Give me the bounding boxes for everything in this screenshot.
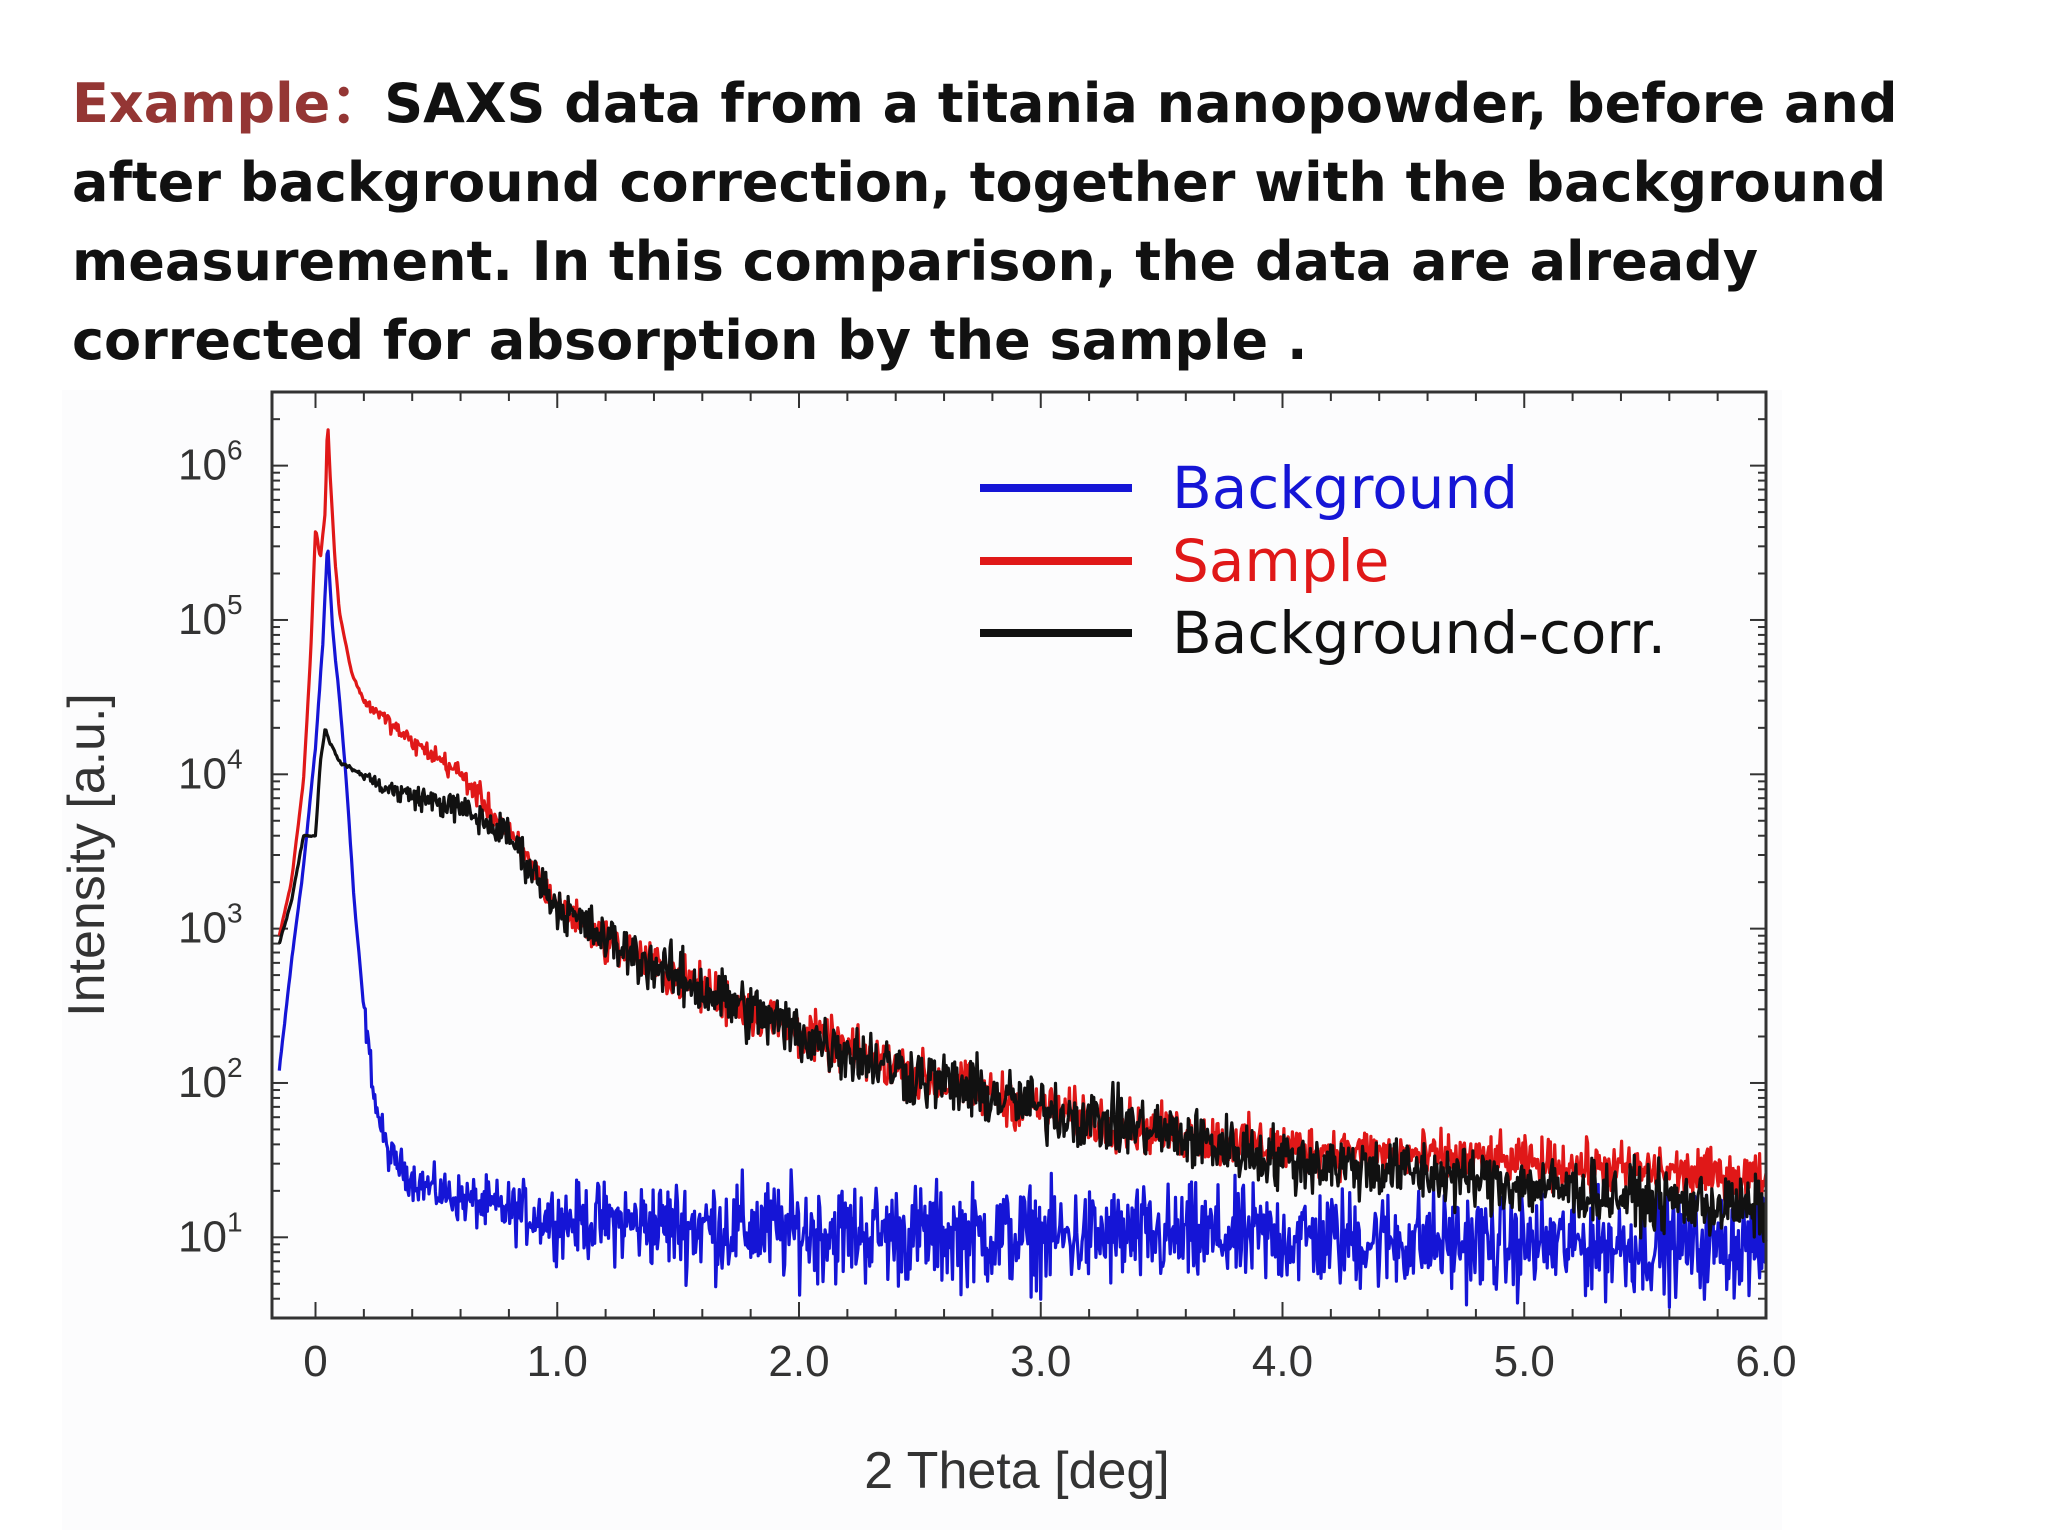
y-tick-label: 104: [178, 743, 243, 798]
legend-label: Background: [1172, 454, 1518, 522]
plot-frame: [270, 390, 1768, 1320]
x-tick-label: 6.0: [1735, 1337, 1796, 1386]
x-tick-label: 2.0: [768, 1337, 829, 1386]
series-line: [277, 549, 1768, 1309]
x-tick-label: 3.0: [1010, 1337, 1071, 1386]
y-tick-label: 102: [178, 1052, 243, 1107]
x-tick-label: 0: [303, 1337, 327, 1386]
legend-label: Background-corr.: [1172, 599, 1666, 667]
caption-text: SAXS data from a titania nanopowder, bef…: [72, 72, 1898, 372]
x-tick-label: 4.0: [1252, 1337, 1313, 1386]
chart-background: [62, 390, 1782, 1530]
x-tick-label: 1.0: [527, 1337, 588, 1386]
series-line: [277, 728, 1767, 1243]
x-axis-label: 2 Theta [deg]: [864, 1442, 1170, 1500]
series-group: [277, 428, 1768, 1309]
legend-label: Sample: [1172, 527, 1389, 595]
x-tick-label: 5.0: [1494, 1337, 1555, 1386]
caption-label: Example：: [72, 72, 385, 135]
y-axis-label: Intensity [a.u.]: [58, 693, 116, 1017]
figure-caption: Example：SAXS data from a titania nanopow…: [72, 64, 2002, 380]
series-line: [277, 428, 1768, 1207]
